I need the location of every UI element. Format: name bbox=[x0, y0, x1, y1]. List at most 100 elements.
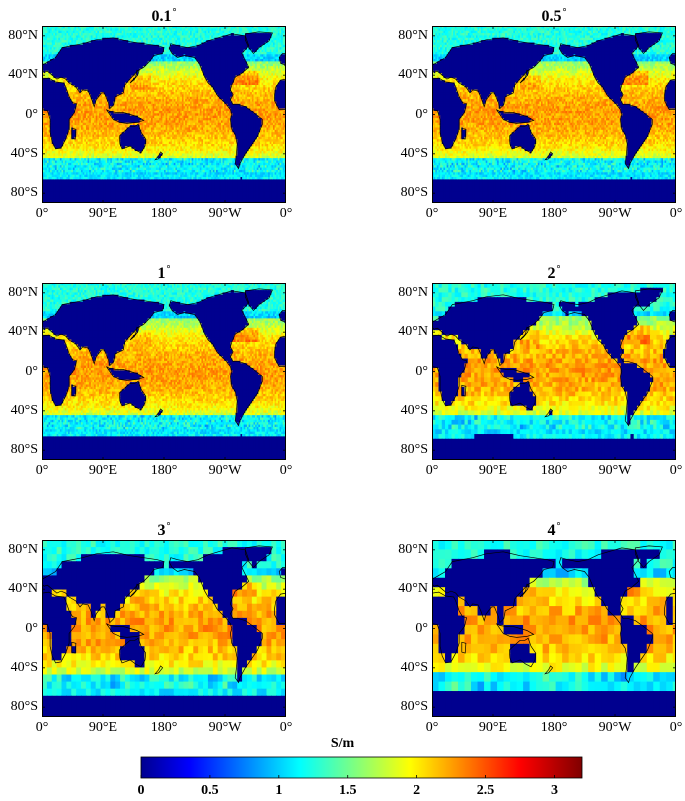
colorbar-tick-label: 1 bbox=[259, 783, 299, 799]
coastline-australia bbox=[508, 637, 537, 668]
colorbar-tick-label: 1.5 bbox=[328, 783, 368, 799]
y-tick-label: 0° bbox=[384, 364, 428, 380]
y-tick-label: 40°S bbox=[0, 660, 38, 676]
panel-title: 2° bbox=[432, 261, 676, 283]
coastlines bbox=[42, 31, 286, 170]
map-panel bbox=[432, 540, 676, 717]
x-tick-label: 0° bbox=[402, 206, 462, 222]
colorbar-tick-label: 3 bbox=[534, 783, 574, 799]
coastline-nz bbox=[544, 151, 554, 161]
y-tick-label: 80°N bbox=[384, 28, 428, 44]
coastline-japan bbox=[519, 583, 530, 598]
x-tick-label: 90°W bbox=[585, 720, 645, 736]
x-tick-label: 0° bbox=[256, 206, 316, 222]
y-tick-label: 80°N bbox=[0, 542, 38, 558]
y-tick-label: 80°N bbox=[384, 542, 428, 558]
coastline-africa_w bbox=[664, 78, 676, 110]
coastline-madagascar bbox=[71, 641, 77, 654]
panel-title-text: 2 bbox=[548, 265, 556, 282]
coastline-indonesia bbox=[106, 109, 145, 124]
conductivity-map bbox=[432, 540, 676, 717]
x-tick-label: 0° bbox=[646, 720, 685, 736]
y-tick-label: 0° bbox=[384, 621, 428, 637]
coastline-africa_w bbox=[274, 592, 286, 624]
x-tick-label: 90°W bbox=[195, 463, 255, 479]
colorbar-gradient bbox=[140, 756, 583, 779]
y-tick-label: 40°S bbox=[384, 403, 428, 419]
coastline-africa_w bbox=[274, 78, 286, 110]
x-tick-label: 180° bbox=[134, 720, 194, 736]
coastline-nz bbox=[154, 665, 164, 675]
x-tick-label: 90°E bbox=[73, 720, 133, 736]
coastline-madagascar bbox=[71, 127, 77, 140]
coastline-africa_w bbox=[664, 335, 676, 367]
colorbar-tick-label: 2.5 bbox=[466, 783, 506, 799]
coastline-africa_w bbox=[274, 335, 286, 367]
conductivity-raster bbox=[42, 540, 286, 717]
coastlines bbox=[432, 288, 676, 427]
conductivity-map bbox=[42, 540, 286, 717]
coastlines bbox=[432, 545, 676, 684]
conductivity-map bbox=[432, 26, 676, 203]
coastline-madagascar bbox=[461, 127, 467, 140]
conductivity-raster bbox=[432, 540, 676, 717]
x-tick-label: 180° bbox=[134, 463, 194, 479]
x-tick-label: 180° bbox=[524, 206, 584, 222]
coastline-greenland bbox=[634, 545, 663, 569]
coastline-europe_w bbox=[278, 53, 286, 66]
coastline-greenland bbox=[244, 31, 273, 55]
y-tick-label: 80°S bbox=[0, 185, 38, 201]
y-tick-label: 40°N bbox=[384, 67, 428, 83]
x-tick-label: 180° bbox=[524, 720, 584, 736]
y-tick-label: 40°N bbox=[384, 324, 428, 340]
coastline-americas bbox=[559, 33, 653, 170]
y-tick-label: 40°N bbox=[0, 67, 38, 83]
y-tick-label: 0° bbox=[0, 364, 38, 380]
map-panel bbox=[432, 26, 676, 203]
x-tick-label: 180° bbox=[524, 463, 584, 479]
coastline-nz bbox=[544, 408, 554, 418]
degree-symbol: ° bbox=[557, 264, 561, 275]
coastline-europe_w bbox=[278, 310, 286, 323]
x-tick-label: 90°E bbox=[73, 206, 133, 222]
degree-symbol: ° bbox=[563, 7, 567, 18]
y-tick-label: 40°S bbox=[384, 146, 428, 162]
map-panel bbox=[42, 540, 286, 717]
coastline-eurasia bbox=[42, 551, 165, 624]
x-tick-label: 90°E bbox=[463, 720, 523, 736]
coastline-indonesia bbox=[106, 366, 145, 381]
y-tick-label: 80°S bbox=[384, 185, 428, 201]
panel-title-text: 0.5 bbox=[542, 8, 562, 25]
coastline-nz bbox=[154, 151, 164, 161]
coastline-greenland bbox=[244, 288, 273, 312]
panel-title-text: 0.1 bbox=[152, 8, 172, 25]
y-tick-label: 80°S bbox=[0, 699, 38, 715]
x-tick-label: 0° bbox=[256, 463, 316, 479]
conductivity-map bbox=[432, 283, 676, 460]
coastline-eurasia bbox=[432, 37, 555, 110]
map-panel bbox=[42, 283, 286, 460]
coastline-africa bbox=[432, 77, 468, 150]
coastline-americas bbox=[559, 547, 653, 684]
x-tick-label: 0° bbox=[256, 720, 316, 736]
colorbar-tick-label: 2 bbox=[397, 783, 437, 799]
colorbar-tick-label: 0.5 bbox=[190, 783, 230, 799]
coastline-japan bbox=[519, 69, 530, 84]
coastline-madagascar bbox=[461, 641, 467, 654]
conductivity-raster bbox=[432, 26, 676, 203]
conductivity-raster bbox=[42, 26, 286, 203]
y-tick-label: 0° bbox=[0, 107, 38, 123]
x-tick-label: 0° bbox=[12, 206, 72, 222]
coastline-americas bbox=[169, 33, 263, 170]
y-tick-label: 80°N bbox=[0, 285, 38, 301]
coastline-japan bbox=[519, 326, 530, 341]
y-tick-label: 80°S bbox=[0, 442, 38, 458]
coastline-madagascar bbox=[71, 384, 77, 397]
y-tick-label: 80°S bbox=[384, 699, 428, 715]
coastline-nz bbox=[544, 665, 554, 675]
coastline-europe_w bbox=[278, 567, 286, 580]
degree-symbol: ° bbox=[557, 521, 561, 532]
coastline-madagascar bbox=[461, 384, 467, 397]
coastline-europe_w bbox=[668, 310, 676, 323]
coastline-eurasia bbox=[432, 294, 555, 367]
